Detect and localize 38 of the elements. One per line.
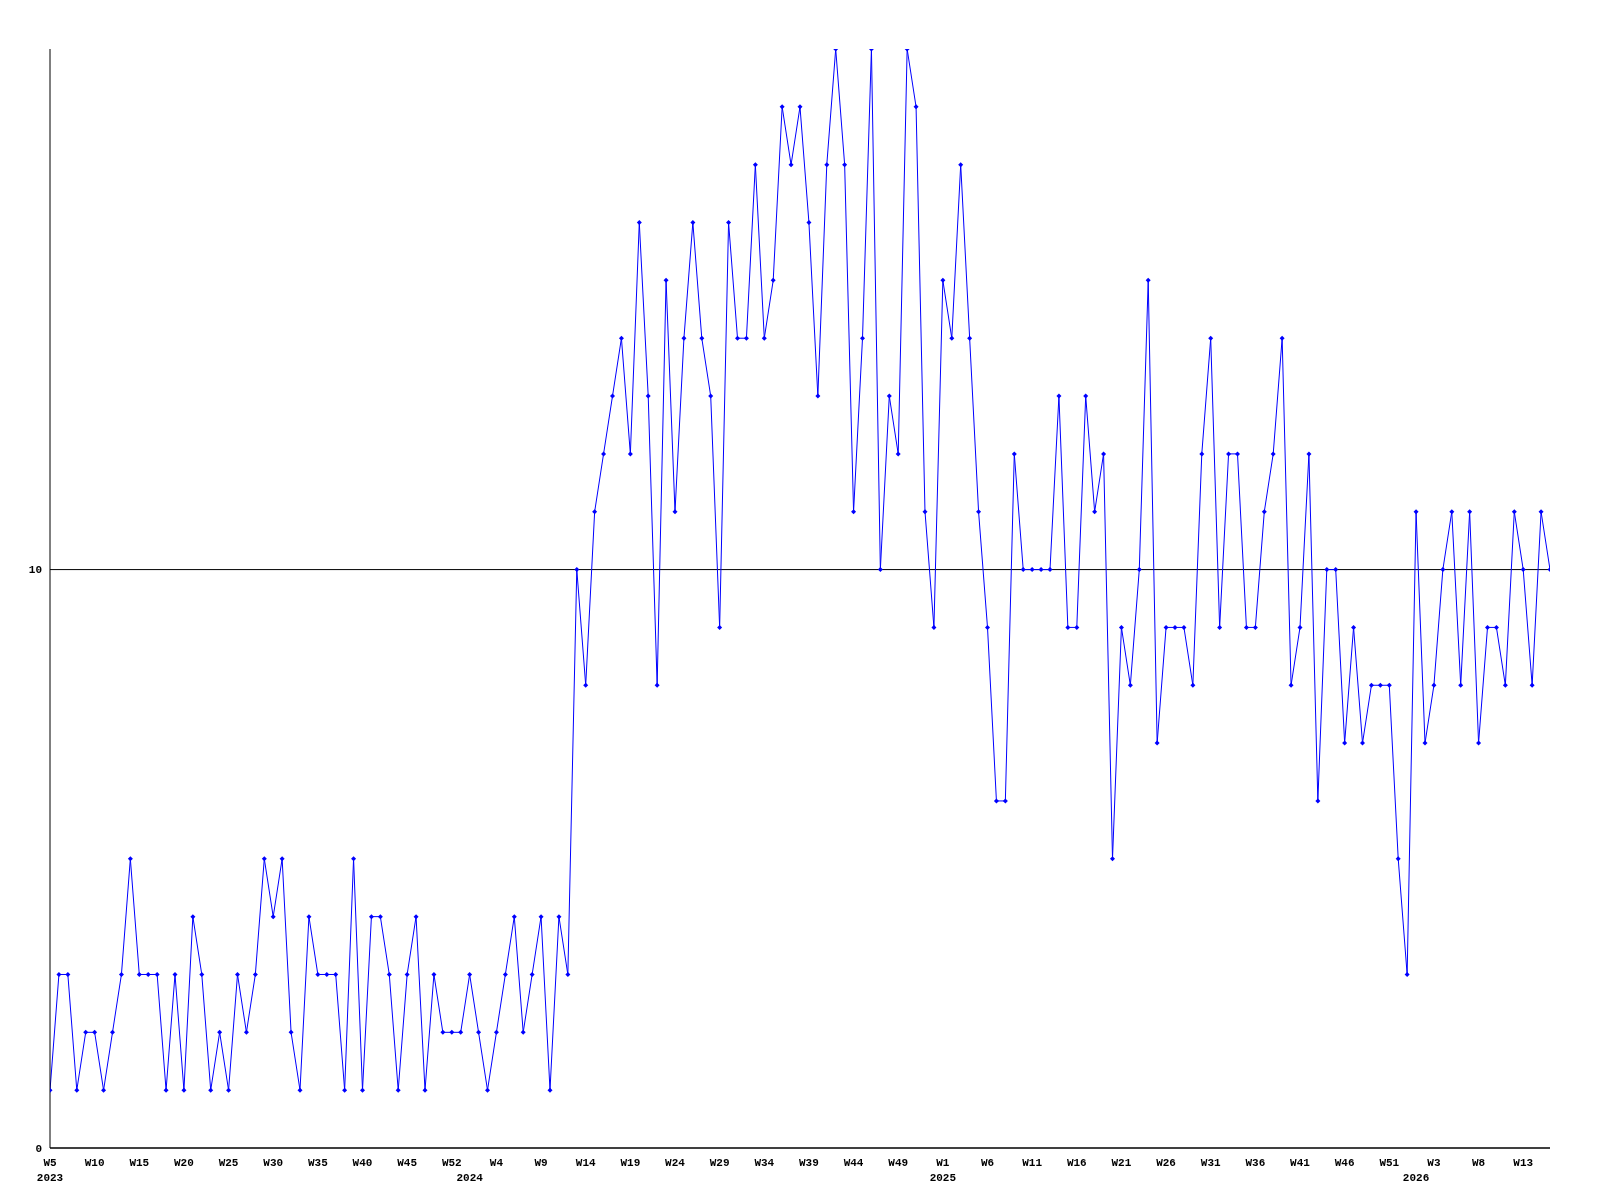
- x-tick-label: W1 2025: [929, 1157, 957, 1184]
- x-tick-label: W25: [218, 1157, 239, 1169]
- x-tick-label: W36: [1245, 1157, 1266, 1169]
- x-tick-label: W19: [620, 1157, 641, 1169]
- x-tick-label: W52: [441, 1157, 462, 1169]
- x-tick-label: W14: [575, 1157, 597, 1169]
- x-tick-label: W11: [1022, 1157, 1043, 1169]
- x-tick-label: W31: [1200, 1157, 1222, 1169]
- x-tick-label: W10: [84, 1157, 105, 1169]
- x-tick-label: W13: [1513, 1157, 1534, 1169]
- x-tick-label: W35: [307, 1157, 329, 1169]
- x-tick-label: W41: [1290, 1157, 1311, 1169]
- x-tick-label: W39: [799, 1157, 819, 1169]
- x-tick-label: W45: [397, 1157, 418, 1169]
- x-tick-label: W8: [1471, 1157, 1486, 1169]
- x-tick-label: W15: [129, 1157, 150, 1169]
- x-tick-label: W34: [754, 1157, 775, 1169]
- x-tick-label: W21: [1111, 1157, 1132, 1169]
- x-tick-label: W40: [352, 1157, 373, 1169]
- x-tick-label: W51: [1379, 1157, 1400, 1169]
- x-tick-label: W3: [1427, 1157, 1441, 1169]
- x-tick-label: W4: [489, 1157, 504, 1169]
- x-tick-label: W49: [888, 1157, 909, 1169]
- x-tick-label: W9: [534, 1157, 548, 1169]
- x-tick-label: W5 2023: [36, 1157, 64, 1184]
- x-tick-label: 2024: [456, 1172, 484, 1184]
- x-tick-label: 2026: [1402, 1172, 1430, 1184]
- x-tick-label: W30: [263, 1157, 284, 1169]
- x-tick-label: W26: [1156, 1157, 1176, 1169]
- y-tick-label: 0: [35, 1142, 42, 1155]
- x-tick-label: W16: [1066, 1157, 1087, 1169]
- y-tick-label: 10: [28, 564, 42, 577]
- x-tick-label: W24: [665, 1157, 686, 1169]
- x-tick-label: W46: [1334, 1157, 1355, 1169]
- x-tick-label: W44: [843, 1157, 864, 1169]
- x-tick-label: W20: [174, 1157, 194, 1169]
- x-tick-label: W29: [709, 1157, 730, 1169]
- x-tick-label: W6: [980, 1157, 995, 1169]
